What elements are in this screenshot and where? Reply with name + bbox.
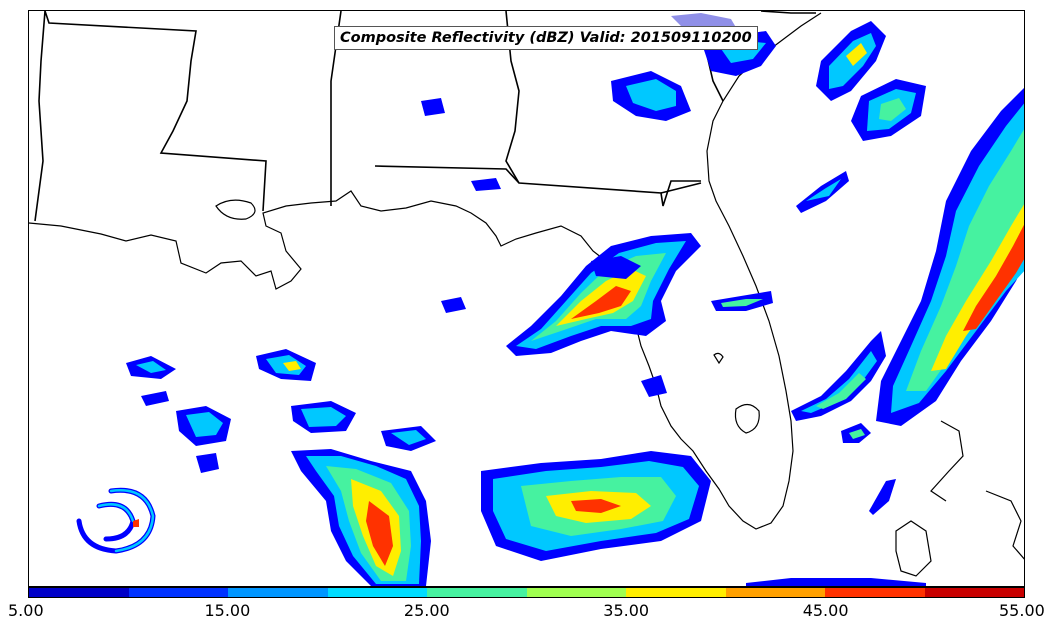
echo-atlantic-east-red [963, 224, 1024, 331]
echo-ne-upper-yellow [846, 43, 867, 66]
colorbar-segment [825, 588, 925, 597]
echo-c-gulf-6 [591, 256, 641, 279]
gulf-coast [29, 12, 822, 530]
echo-w-gulf-2-cyan [186, 412, 223, 437]
colorbar-segment [427, 588, 527, 597]
echo-spiral-cyan [97, 489, 155, 553]
echo-c-gulf-3 [421, 98, 445, 116]
echo-gulf-se-red [571, 499, 621, 513]
echo-streak-1-cyan [806, 179, 841, 201]
carolina-coast [930, 420, 964, 502]
echo-mid-atlantic [791, 331, 886, 421]
echo-bottom-band [746, 578, 926, 586]
colorbar-tick-label: 25.00 [403, 601, 450, 620]
colorbar-segment [526, 588, 626, 597]
echo-spiral-core [133, 519, 139, 527]
colorbar-tick-label: 55.00 [999, 601, 1045, 620]
echo-atlantic-east-cyan [891, 103, 1024, 413]
echo-atl-streak [869, 479, 896, 515]
nc-sc-border [760, 11, 816, 14]
radar-map: Composite Reflectivity (dBZ) Valid: 2015… [28, 10, 1025, 587]
echo-w-gulf-1-yellow [283, 361, 301, 371]
al-fl-border [374, 165, 701, 207]
lake-central-fl [713, 352, 724, 365]
colorbar-segment [725, 588, 825, 597]
al-ga-border [505, 11, 520, 184]
colorbar-segment [626, 588, 726, 597]
echo-fl-east-cyan [721, 299, 763, 307]
map-svg [29, 11, 1024, 586]
echo-gulf-south-red [366, 501, 393, 566]
colorbar-tick-label: 45.00 [802, 601, 849, 620]
colorbar-segment [924, 588, 1024, 597]
echo-atl-cell-2-cyan [849, 429, 865, 439]
ga-fl-border [660, 182, 702, 194]
echo-ne-cell-green [879, 98, 906, 121]
radar-echoes [76, 13, 1024, 586]
map-title: Composite Reflectivity (dBZ) Valid: 2015… [334, 26, 758, 50]
bahamas-coast [895, 520, 932, 577]
lake-okeechobee [734, 403, 760, 434]
colorbar-segment [327, 588, 427, 597]
echo-atlantic-east-green [906, 129, 1024, 391]
lakes [215, 199, 760, 434]
colorbar-segment [29, 588, 129, 597]
echo-mid-atlantic-green [816, 373, 866, 409]
la-tx-border [34, 11, 46, 222]
colorbar-tick-label: 35.00 [603, 601, 650, 620]
echo-fl-big-red [571, 286, 631, 319]
echo-w-gulf-4 [196, 453, 219, 473]
echo-w-gulf-5 [141, 391, 169, 406]
echo-c-gulf-5-cyan [391, 430, 426, 445]
echo-w-gulf-6-cyan [136, 361, 166, 373]
ar-la-border [44, 11, 267, 212]
echo-c-gulf-2 [471, 178, 501, 191]
colorbar-tick-label: 15.00 [204, 601, 251, 620]
lake-pontchartrain [215, 199, 256, 220]
echo-w-gulf-3-cyan [301, 407, 346, 427]
echo-c-gulf-1 [441, 297, 466, 313]
colorbar-segment [228, 588, 328, 597]
echo-ga-scatter-cyan [626, 79, 676, 111]
echo-atlantic-east-yellow [931, 204, 1024, 371]
colorbar-tick-label: 5.00 [8, 601, 44, 620]
colorbar-segment [128, 588, 228, 597]
colorbar [28, 587, 1025, 598]
outer-banks [985, 490, 1024, 560]
echo-c-gulf-4 [641, 375, 667, 397]
